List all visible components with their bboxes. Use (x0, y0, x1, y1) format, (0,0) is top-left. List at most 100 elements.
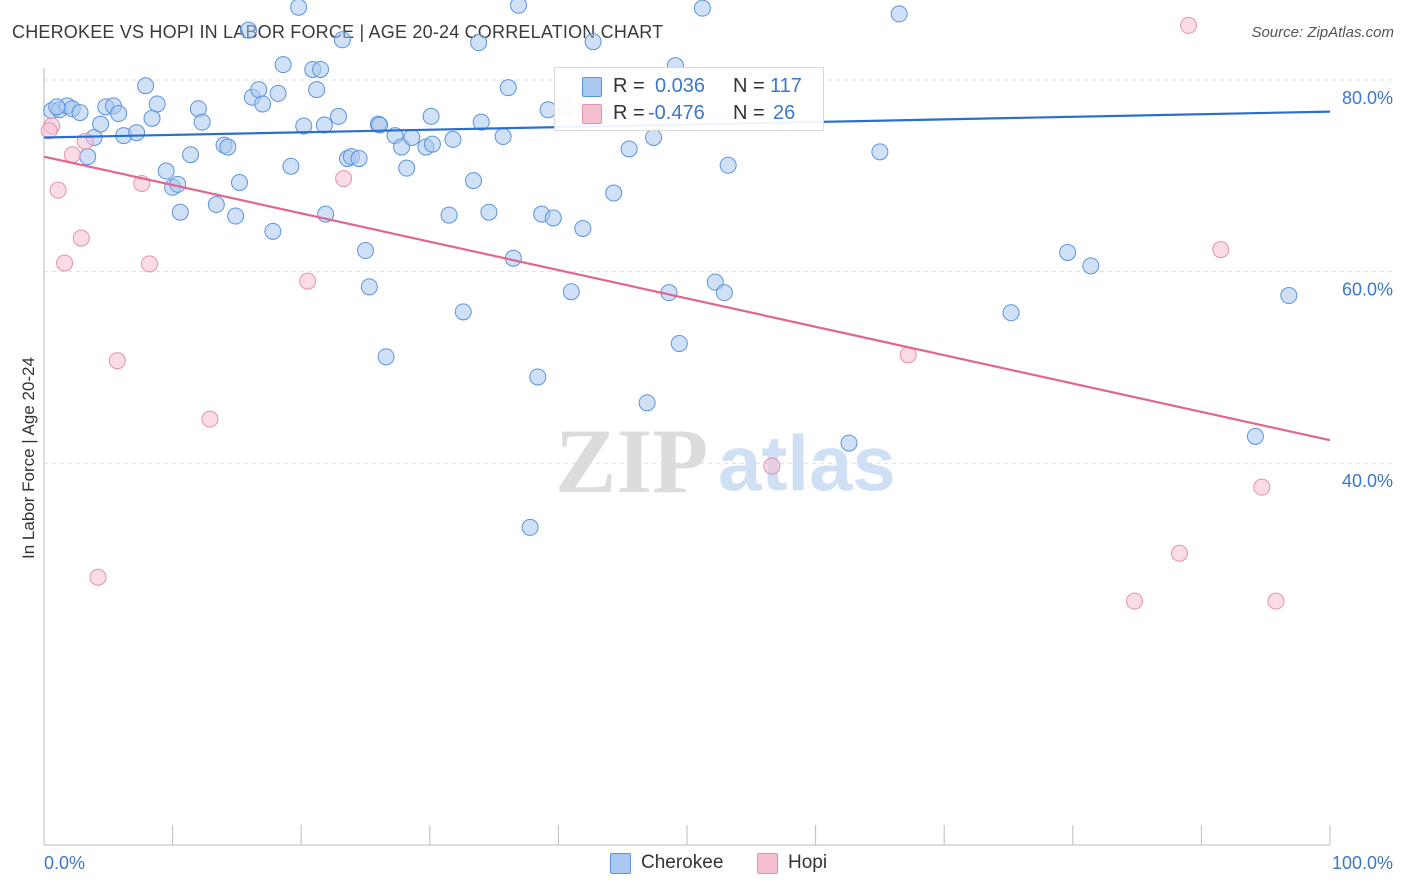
cherokee-point (227, 207, 245, 225)
cherokee-point (269, 84, 287, 102)
cherokee-point (357, 242, 374, 260)
cherokee-point (584, 33, 602, 51)
cherokee-point (638, 394, 656, 412)
cherokee-point (295, 117, 313, 135)
cherokee-point (308, 81, 326, 99)
hopi-points (40, 16, 1285, 610)
hopi-point (1253, 478, 1271, 496)
cherokee-point (157, 162, 175, 180)
watermark: ZIP atlas (555, 410, 896, 512)
x-tick-label: 0.0% (44, 853, 85, 873)
cherokee-point (620, 140, 638, 158)
cherokee-point (715, 284, 733, 302)
cherokee-point (1059, 243, 1077, 261)
cherokee-point (444, 130, 462, 148)
y-tick-label: 80.0% (1342, 88, 1393, 108)
cherokee-point (143, 109, 161, 127)
cherokee-point (605, 184, 623, 202)
cherokee-point (1002, 304, 1020, 322)
cherokee-point (254, 95, 272, 113)
cherokee-point (465, 172, 483, 190)
hopi-r-label: R = (613, 102, 645, 124)
cherokee-point (282, 157, 300, 175)
cherokee-point (371, 116, 389, 134)
cherokee-point (454, 303, 472, 321)
cherokee-point (171, 203, 189, 221)
cherokee-point (510, 0, 528, 14)
tick-labels: 40.0%60.0%80.0%100.0%0.0%100.0% (44, 88, 1393, 873)
hopi-point (72, 229, 90, 247)
chart-title: CHEROKEE VS HOPI IN LABOR FORCE | AGE 20… (12, 22, 664, 42)
cherokee-point (1246, 427, 1264, 445)
hopi-point (63, 146, 81, 164)
cherokee-point (574, 219, 592, 237)
cherokee-n-label: N = (733, 75, 765, 97)
hopi-point (1212, 241, 1230, 259)
hopi-trend-line (43, 155, 1331, 442)
axes (43, 68, 1331, 846)
cherokee-point (219, 138, 237, 156)
cherokee-point (230, 174, 248, 192)
cherokee-r-label: R = (613, 75, 645, 97)
bottom-hopi-swatch (757, 853, 778, 874)
cherokee-point (110, 105, 128, 123)
cherokee-point (377, 348, 395, 366)
cherokee-point (207, 196, 225, 214)
cherokee-point (274, 56, 292, 74)
hopi-point (108, 352, 126, 370)
cherokee-point (315, 116, 333, 134)
hopi-n-label: N = (733, 102, 765, 124)
cherokee-point (470, 34, 488, 52)
legend-row-hopi: R = -0.476 N = 26 (555, 100, 823, 128)
bottom-cherokee-swatch (610, 853, 631, 874)
hopi-point (40, 122, 58, 140)
cherokee-point (480, 203, 498, 221)
cherokee-point (840, 434, 858, 452)
cherokee-point (92, 115, 110, 133)
cherokee-point (290, 0, 308, 16)
cherokee-point (693, 0, 711, 17)
hopi-point (56, 254, 74, 272)
cherokee-point (494, 128, 512, 146)
cherokee-point (329, 107, 347, 125)
cherokee-point (182, 146, 200, 164)
cherokee-swatch (582, 77, 602, 97)
hopi-point (299, 272, 317, 290)
hopi-point (1180, 16, 1198, 34)
cherokee-point (311, 60, 329, 78)
cherokee-point (79, 148, 97, 166)
trend-lines (43, 110, 1331, 442)
cherokee-point (137, 77, 155, 95)
cherokee-point (871, 143, 889, 161)
cherokee-point (440, 206, 458, 224)
y-tick-label: 60.0% (1342, 280, 1393, 300)
hopi-point (1171, 544, 1189, 562)
cherokee-point (499, 79, 517, 97)
hopi-n-value: 26 (773, 102, 796, 124)
hopi-swatch (582, 104, 602, 124)
correlation-legend: R = 0.036 N = 117 R = -0.476 N = 26 (554, 67, 824, 131)
cherokee-point (1082, 257, 1100, 275)
cherokee-point (360, 278, 378, 296)
x-tick-label: 100.0% (1332, 853, 1393, 873)
cherokee-n-value: 117 (770, 75, 802, 97)
cherokee-point (333, 31, 351, 49)
hopi-r-value: -0.476 (648, 102, 705, 124)
cherokee-point (128, 124, 146, 142)
cherokee-point (890, 5, 908, 23)
cherokee-point (719, 156, 737, 174)
cherokee-point (472, 113, 490, 131)
cherokee-point (562, 283, 580, 301)
y-axis-label: In Labor Force | Age 20-24 (19, 357, 38, 559)
hopi-point (49, 181, 67, 199)
source-credit: Source: ZipAtlas.com (1251, 24, 1394, 41)
cherokee-point (521, 518, 539, 536)
hopi-point (89, 568, 107, 586)
watermark-zip: ZIP (555, 410, 708, 512)
hopi-point (1126, 592, 1144, 610)
cherokee-point (670, 334, 688, 352)
cherokee-point (193, 113, 211, 131)
hopi-point (763, 457, 781, 475)
cherokee-point (148, 95, 166, 113)
